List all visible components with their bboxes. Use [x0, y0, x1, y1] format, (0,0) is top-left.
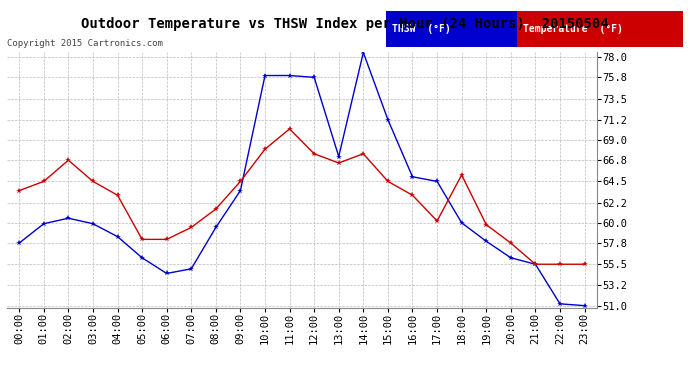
- Bar: [386, 11, 517, 47]
- Text: Temperature  (°F): Temperature (°F): [523, 24, 623, 34]
- Text: THSW  (°F): THSW (°F): [393, 24, 451, 34]
- Text: Outdoor Temperature vs THSW Index per Hour (24 Hours)  20150504: Outdoor Temperature vs THSW Index per Ho…: [81, 17, 609, 31]
- Text: Copyright 2015 Cartronics.com: Copyright 2015 Cartronics.com: [7, 39, 163, 48]
- Bar: [517, 11, 683, 47]
